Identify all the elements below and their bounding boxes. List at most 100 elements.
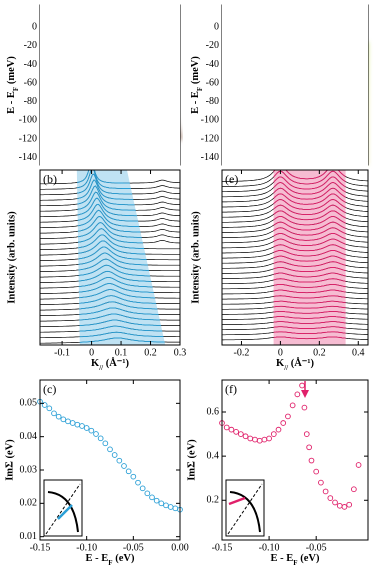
- y-tick-label: 0.2: [207, 495, 220, 506]
- spectrum-curve-highlight: [76, 313, 166, 322]
- data-point: [74, 421, 81, 428]
- data-point: [275, 426, 282, 433]
- spectrum-curve-highlight: [273, 193, 346, 208]
- x-tick-label: 0.3: [174, 347, 187, 358]
- spectrum-curve-highlight: [273, 272, 346, 280]
- y-tick-label: -80: [206, 96, 219, 107]
- data-point: [303, 431, 310, 437]
- spectrum-curve-highlight: [273, 336, 346, 341]
- label-sub: F: [12, 87, 20, 91]
- spectrum-curve-highlight: [273, 210, 346, 223]
- y-tick-label: -40: [24, 59, 37, 70]
- data-point: [46, 405, 53, 412]
- data-point: [322, 488, 329, 495]
- axis-label: E - EF (meV): [190, 56, 203, 114]
- axis-label: ImΣ (eV): [186, 439, 197, 481]
- panel-label: (b): [43, 172, 57, 186]
- spectrum-curve-highlight: [273, 321, 346, 326]
- spectrum-curve-highlight: [273, 266, 346, 274]
- axis-label: E - EF (meV): [6, 56, 19, 114]
- data-point: [252, 436, 258, 443]
- cover: [222, 0, 368, 170]
- axis-label: K// (Å⁻¹): [276, 357, 314, 371]
- x-tick-label: 0.00: [171, 542, 189, 553]
- x-tick-label: -0.15: [30, 542, 51, 553]
- axis-label: Intensity (arb. units): [190, 211, 201, 304]
- data-point: [93, 431, 99, 437]
- data-point: [135, 479, 141, 486]
- inset: [43, 479, 83, 537]
- label-unit: (eV): [113, 553, 135, 564]
- spectrum-curve-highlight: [273, 289, 346, 295]
- spectrum-curve-highlight: [76, 307, 166, 317]
- y-tick-label: -140: [19, 152, 37, 163]
- inset: [225, 479, 265, 537]
- data-point: [237, 431, 244, 437]
- y-tick-label: 0.03: [20, 464, 38, 475]
- y-tick-label: -60: [24, 77, 37, 88]
- y-tick-label: 0.6: [207, 406, 220, 417]
- data-point: [163, 502, 169, 509]
- spectrum-curve-highlight: [76, 301, 166, 311]
- panel-label: (c): [43, 382, 56, 396]
- spectrum-curve-highlight: [273, 227, 346, 239]
- y-tick-label: -120: [201, 133, 219, 144]
- data-point: [308, 457, 315, 464]
- label-text: E - E: [271, 553, 294, 564]
- data-point: [55, 413, 62, 420]
- data-point: [102, 440, 109, 447]
- label-unit: (Å⁻¹): [288, 357, 314, 369]
- x-tick-label: -0.1: [54, 347, 70, 358]
- data-point: [289, 402, 296, 409]
- spectrum-curve-highlight: [273, 170, 346, 182]
- data-point: [336, 502, 343, 509]
- label-text: E - E: [190, 91, 201, 114]
- x-tick-label: -0.05: [306, 542, 327, 553]
- spectrum-curve-highlight: [273, 300, 346, 305]
- y-tick-label: -100: [201, 115, 219, 126]
- data-point: [242, 433, 249, 440]
- spectrum-curve-highlight: [76, 337, 166, 344]
- data-point: [294, 391, 301, 398]
- panel-label: (f): [225, 382, 237, 396]
- spectrum-curve-highlight: [273, 232, 346, 244]
- data-point: [116, 457, 123, 464]
- data-point: [41, 402, 48, 408]
- spectrum-curve-highlight: [273, 187, 346, 203]
- x-tick-label: 0.2: [313, 347, 326, 358]
- data-point: [341, 504, 348, 510]
- x-tick-label: 0.1: [115, 347, 128, 358]
- spectrum-curve-highlight: [273, 182, 346, 198]
- spectrum-curve-highlight: [273, 244, 346, 254]
- y-tick-label: -100: [19, 115, 37, 126]
- label-unit: (Å⁻¹): [103, 357, 129, 369]
- spectrum-curve-highlight: [273, 278, 346, 285]
- spectrum-curve-highlight: [76, 325, 166, 333]
- spectrum-curve-highlight: [273, 261, 346, 269]
- spectrum-curve-highlight: [273, 221, 346, 234]
- data-point: [83, 425, 90, 431]
- data-point: [228, 426, 235, 433]
- y-tick-label: 0: [32, 22, 37, 33]
- x-tick-label: -0.10: [76, 542, 97, 553]
- label-text: K: [276, 358, 285, 369]
- data-point: [313, 468, 320, 475]
- spectrum-curve-highlight: [273, 331, 346, 336]
- y-tick-label: 0.01: [20, 531, 38, 542]
- spectrum-curve-highlight: [76, 331, 166, 339]
- data-point: [351, 486, 357, 493]
- spectrum-curve-highlight: [273, 255, 346, 264]
- x-tick-label: -0.15: [212, 542, 233, 553]
- x-tick-label: -0.10: [259, 542, 280, 553]
- x-tick-label: -0.05: [123, 542, 144, 553]
- label-sub: F: [108, 559, 112, 567]
- data-point: [153, 497, 160, 504]
- label-unit: (meV): [190, 56, 201, 87]
- y-tick-label: -60: [206, 77, 219, 88]
- data-point: [280, 420, 287, 426]
- spectrum-curve-highlight: [273, 176, 346, 193]
- axes-frame: [221, 169, 369, 346]
- axes-frame: [221, 379, 369, 541]
- shaded-region: [76, 170, 166, 345]
